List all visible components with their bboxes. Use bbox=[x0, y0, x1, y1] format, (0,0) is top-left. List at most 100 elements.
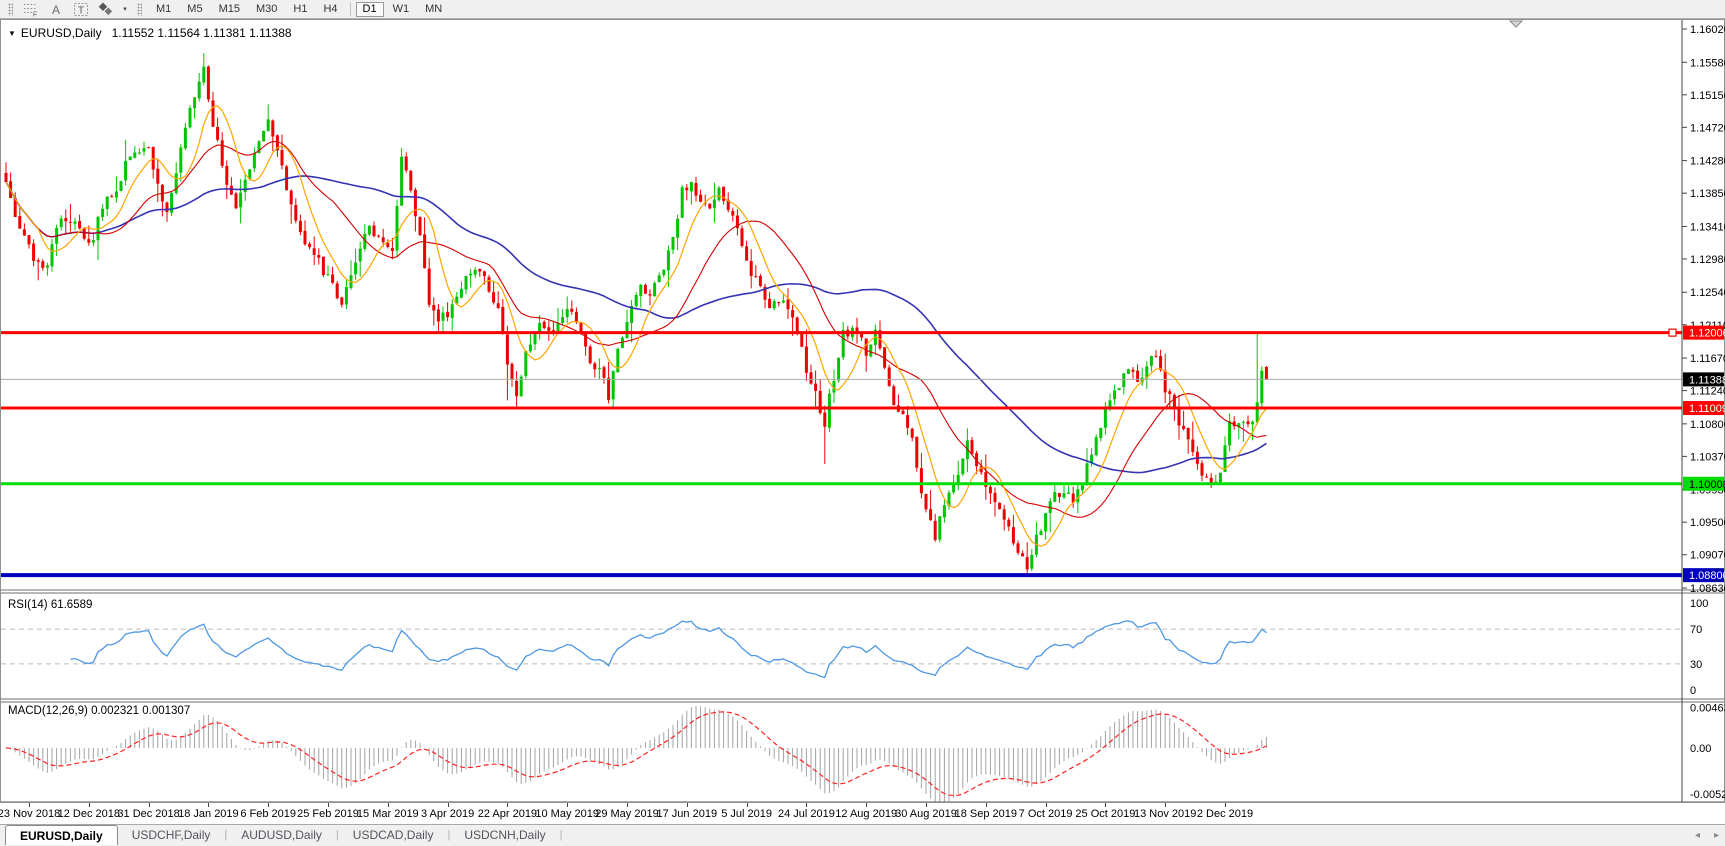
svg-text:1.10008: 1.10008 bbox=[1689, 479, 1725, 491]
timeframe-button-mn[interactable]: MN bbox=[425, 3, 443, 15]
rsi-tick: 0 bbox=[1690, 685, 1696, 697]
chart-title: ▼ EURUSD,Daily 1.11552 1.11564 1.11381 1.1… bbox=[8, 26, 292, 40]
date-tick bbox=[866, 803, 868, 807]
price-level-badge bbox=[1683, 325, 1724, 340]
tab-usdcad[interactable]: USDCAD,Daily bbox=[352, 828, 434, 842]
date-tick bbox=[627, 803, 628, 807]
date-tick bbox=[208, 803, 210, 807]
date-tick bbox=[328, 803, 329, 807]
panel-borders bbox=[0, 19, 1725, 803]
svg-text:1.11388: 1.11388 bbox=[1689, 374, 1725, 386]
timeframe-button-w1[interactable]: W1 bbox=[392, 3, 410, 15]
price-level-badge bbox=[1683, 568, 1724, 583]
date-tick bbox=[926, 803, 927, 807]
tab-scroll-right-icon[interactable]: ▸ bbox=[1713, 829, 1719, 841]
dropdown-caret-icon[interactable]: ▾ bbox=[123, 6, 127, 13]
price-tick: 1.12980 bbox=[1690, 254, 1725, 266]
timeframe-button-h1[interactable]: H1 bbox=[293, 3, 308, 15]
date-label: 12 Aug 2019 bbox=[835, 808, 898, 820]
date-tick bbox=[985, 803, 987, 807]
tab-usdcnh[interactable]: USDCNH,Daily bbox=[464, 828, 546, 842]
date-tick bbox=[507, 803, 509, 807]
price-tick: 1.16020 bbox=[1690, 24, 1725, 36]
price-tick: 1.13410 bbox=[1690, 221, 1725, 233]
timeframe-buttons: M1 M5 M15 M30 H1 H4 D1 W1 MN bbox=[148, 1, 450, 17]
timeframe-button-d1[interactable]: D1 bbox=[355, 1, 384, 17]
date-label: 10 May 2019 bbox=[535, 808, 599, 820]
tab-usdchf[interactable]: USDCHF,Daily bbox=[131, 828, 211, 842]
rsi-tick: 30 bbox=[1690, 659, 1702, 671]
price-chart-svg[interactable]: 1.16020 1.15580 1.15150 1.14720 1.14280 1.138… bbox=[0, 19, 1725, 803]
date-tick bbox=[148, 803, 150, 807]
price-axis[interactable]: 1.16020 1.15580 1.15150 1.14720 1.14280 1.138… bbox=[1682, 24, 1725, 801]
macd-label: MACD(12,26,9) 0.002321 0.001307 bbox=[8, 705, 191, 717]
line-handle[interactable] bbox=[1668, 328, 1677, 337]
price-tick: 1.15150 bbox=[1690, 90, 1725, 102]
text-t-glyph: T bbox=[73, 2, 88, 16]
right-shift-marker-icon[interactable] bbox=[1508, 20, 1524, 28]
tab-audusd[interactable]: AUDUSD,Daily bbox=[241, 828, 322, 842]
date-tick bbox=[1165, 803, 1167, 807]
horizontal-lines[interactable] bbox=[1, 328, 1682, 578]
svg-text:F: F bbox=[33, 11, 37, 17]
date-tick bbox=[1105, 803, 1107, 807]
date-label: 31 Dec 2018 bbox=[117, 808, 180, 820]
date-label: 25 Feb 2019 bbox=[297, 808, 359, 820]
tab-separator: | bbox=[224, 829, 228, 841]
timeframe-button-h4[interactable]: H4 bbox=[323, 3, 338, 15]
moving-averages bbox=[5, 105, 1267, 547]
fibonacci-grid-icon[interactable]: F bbox=[19, 1, 43, 18]
macd-tick: -0.00529 bbox=[1690, 789, 1725, 801]
svg-text:1.08800: 1.08800 bbox=[1689, 570, 1725, 582]
date-label: 3 Apr 2019 bbox=[420, 808, 475, 820]
price-tick: 1.10370 bbox=[1690, 451, 1725, 463]
price-tick: 1.11670 bbox=[1690, 353, 1725, 365]
timeframe-button-m5[interactable]: M5 bbox=[187, 3, 203, 15]
tab-eurusd[interactable]: EURUSD,Daily bbox=[5, 825, 118, 845]
price-tick: 1.09500 bbox=[1690, 517, 1725, 529]
arrow-tools-icon[interactable] bbox=[94, 1, 118, 18]
chart-window[interactable]: 1.16020 1.15580 1.15150 1.14720 1.14280 1.138… bbox=[0, 19, 1725, 803]
date-tick bbox=[1225, 803, 1226, 807]
price-tick: 1.12540 bbox=[1690, 287, 1725, 299]
tab-scroll-left-icon[interactable]: ◂ bbox=[1694, 829, 1700, 841]
svg-text:1.12006: 1.12006 bbox=[1689, 328, 1725, 340]
price-tick: 1.13850 bbox=[1690, 188, 1725, 200]
date-label: 15 Mar 2019 bbox=[356, 808, 419, 820]
date-label: 17 Jun 2019 bbox=[656, 808, 718, 820]
svg-text:T: T bbox=[78, 5, 84, 16]
date-tick bbox=[268, 803, 270, 807]
date-tick bbox=[29, 803, 30, 807]
text-annotation-icon[interactable]: A bbox=[44, 1, 68, 18]
tab-separator: | bbox=[447, 829, 451, 841]
date-label: 7 Oct 2019 bbox=[1018, 808, 1073, 820]
date-label: 18 Jan 2019 bbox=[178, 808, 239, 820]
date-tick bbox=[806, 803, 808, 807]
date-label: 30 Aug 2019 bbox=[895, 808, 957, 820]
timeframe-button-m15[interactable]: M15 bbox=[218, 3, 240, 15]
date-label: 24 Jul 2019 bbox=[777, 808, 835, 820]
toolbar-grip-2[interactable] bbox=[137, 2, 142, 16]
rsi-label: RSI(14) 61.6589 bbox=[8, 599, 93, 611]
date-tick bbox=[88, 803, 90, 807]
timeframe-button-m1[interactable]: M1 bbox=[156, 3, 172, 15]
symbol-tabbar: EURUSD,Daily USDCHF,Daily | AUDUSD,Daily | US… bbox=[0, 825, 1725, 845]
price-tick: 1.14720 bbox=[1690, 122, 1725, 134]
text-label-icon[interactable]: T bbox=[69, 1, 93, 18]
arrow-tools-glyph bbox=[98, 2, 113, 15]
date-label: 6 Feb 2019 bbox=[240, 808, 297, 820]
tab-separator: | bbox=[335, 829, 339, 841]
date-axis[interactable]: 23 Nov 2018 12 Dec 2018 31 Dec 2018 18 Jan … bbox=[0, 803, 1725, 825]
date-label: 13 Nov 2019 bbox=[1133, 808, 1197, 820]
current-price-badge bbox=[1683, 372, 1724, 387]
date-label: 5 Jul 2019 bbox=[721, 808, 772, 820]
macd-tick: 0.00 bbox=[1690, 743, 1711, 755]
date-tick bbox=[686, 803, 688, 807]
timeframe-button-m30[interactable]: M30 bbox=[255, 3, 278, 15]
date-label: 2 Dec 2019 bbox=[1196, 808, 1254, 820]
tab-scroll-nav: ◂ ▸ bbox=[1695, 825, 1719, 845]
chart-dropdown-icon[interactable]: ▼ bbox=[8, 29, 16, 38]
toolbar-grip[interactable] bbox=[8, 2, 13, 16]
price-level-badge bbox=[1683, 401, 1724, 416]
ohlc-values: 1.11552 1.11564 1.11381 1.11388 bbox=[111, 26, 292, 40]
